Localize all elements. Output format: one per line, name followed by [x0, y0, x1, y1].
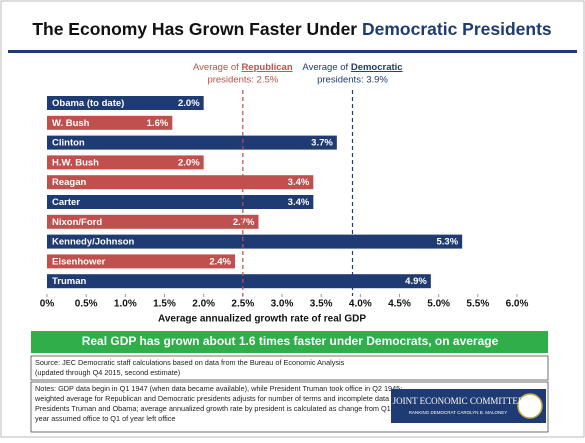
- value-label: 3.4%: [288, 197, 310, 208]
- x-tick-label: 1.0%: [114, 299, 137, 310]
- notes: weighted average for Republican and Demo…: [34, 394, 400, 403]
- annotation-text: Average of: [302, 62, 348, 73]
- y-tick-label: Reagan: [52, 177, 87, 188]
- x-tick-label: 1.5%: [153, 299, 176, 310]
- value-label: 3.7%: [311, 138, 333, 149]
- value-label: 2.0%: [178, 98, 200, 109]
- y-tick-label: Eisenhower: [52, 256, 106, 267]
- annotation: Average of Democratic: [302, 62, 402, 73]
- annotation-party: Republican: [241, 62, 292, 73]
- annotation-party: Democratic: [351, 62, 403, 73]
- notes: Presidents Truman and Obama; average ann…: [35, 404, 400, 413]
- x-tick-label: 0.5%: [75, 299, 98, 310]
- bar: [47, 195, 314, 209]
- annotation: presidents: 2.5%: [207, 75, 278, 86]
- x-tick-label: 5.0%: [427, 299, 450, 310]
- bar: [47, 175, 314, 190]
- annotation: presidents: 3.9%: [317, 75, 388, 86]
- banner-bg: [31, 331, 548, 353]
- source: Source: JEC Democratic staff calculation…: [35, 358, 345, 367]
- y-tick-label: Nixon/Ford: [52, 217, 102, 228]
- logo-subtext: RANKING DEMOCRAT CAROLYN B. MALONEY: [409, 410, 508, 415]
- annotation: Average of Republican: [193, 62, 293, 73]
- value-label: 5.3%: [437, 237, 459, 248]
- bar: [47, 115, 173, 130]
- bar: [47, 214, 259, 229]
- value-label: 4.9%: [405, 276, 427, 287]
- banner: Real GDP has grown about 1.6 times faste…: [82, 334, 499, 348]
- x-tick-label: 4.5%: [388, 299, 411, 310]
- value-label: 3.4%: [288, 177, 310, 188]
- notes: year assumed office to Q1 of year left o…: [35, 414, 175, 423]
- bar: [47, 96, 204, 110]
- y-tick-label: W. Bush: [52, 118, 90, 129]
- logo-text: JOINT ECONOMIC COMMITTEE: [393, 396, 524, 406]
- y-tick-label: Clinton: [52, 138, 85, 149]
- source: (updated through Q4 2015, second estimat…: [35, 368, 180, 377]
- notes: Notes: GDP data begin in Q1 1947 (when d…: [35, 384, 402, 393]
- value-label: 2.4%: [209, 256, 231, 267]
- bar: [47, 155, 204, 170]
- bar: [47, 254, 235, 269]
- notes-box: [30, 381, 549, 433]
- title-rule: [8, 50, 577, 53]
- source-box: [30, 355, 549, 381]
- value-label: 1.6%: [147, 118, 169, 129]
- x-axis-label: Average annualized growth rate of real G…: [158, 314, 366, 325]
- x-tick-label: 0%: [40, 299, 55, 310]
- bar: [47, 135, 337, 150]
- title-part: The Economy Has Grown Faster Under: [32, 19, 357, 39]
- x-tick-label: 2.0%: [192, 299, 215, 310]
- y-tick-label: Truman: [52, 276, 87, 287]
- x-tick-label: 2.5%: [231, 299, 254, 310]
- value-label: 2.7%: [233, 217, 255, 228]
- x-tick-label: 4.0%: [349, 299, 372, 310]
- value-label: 2.0%: [178, 157, 200, 168]
- y-tick-label: Obama (to date): [52, 98, 124, 109]
- bar: [47, 274, 431, 289]
- x-tick-label: 3.5%: [310, 299, 333, 310]
- chart-title: The Economy Has Grown Faster Under Democ…: [32, 19, 552, 39]
- y-tick-label: Carter: [52, 197, 80, 208]
- logo-seal: [517, 393, 543, 419]
- title-part: Democratic Presidents: [362, 19, 552, 39]
- y-tick-label: H.W. Bush: [52, 157, 99, 168]
- annotation-text: Average of: [193, 62, 239, 73]
- y-tick-label: Kennedy/Johnson: [52, 237, 135, 248]
- x-tick-label: 6.0%: [506, 299, 529, 310]
- bar: [47, 234, 463, 249]
- x-tick-label: 3.0%: [271, 299, 294, 310]
- x-tick-label: 5.5%: [466, 299, 489, 310]
